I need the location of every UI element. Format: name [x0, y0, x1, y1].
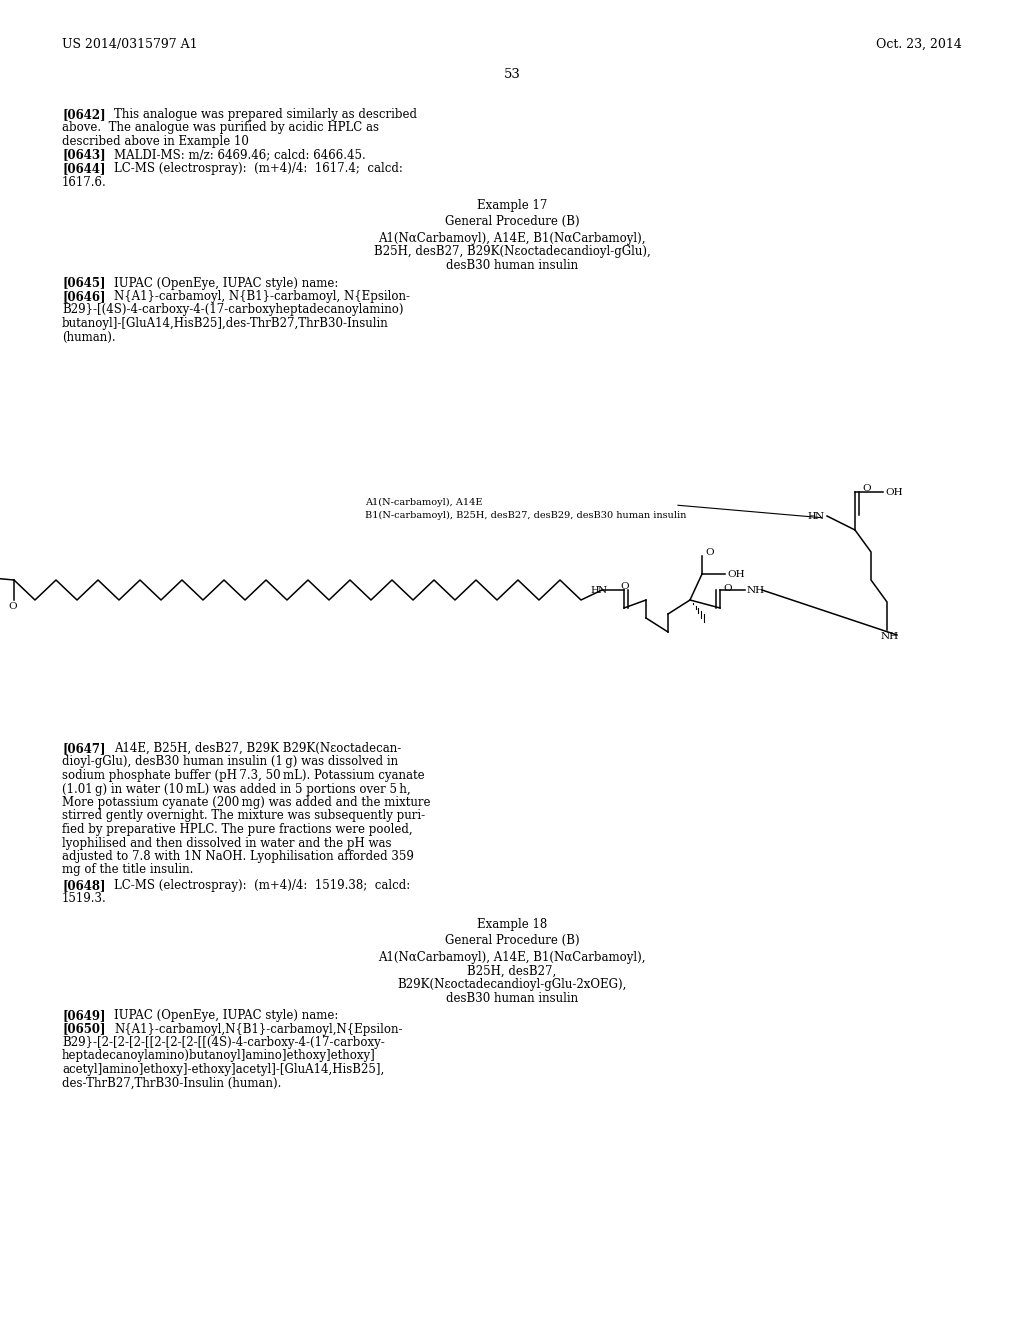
Text: (human).: (human).: [62, 330, 116, 343]
Text: mg of the title insulin.: mg of the title insulin.: [62, 863, 194, 876]
Text: B29}-[(4S)-4-carboxy-4-(17-carboxyheptadecanoylamino): B29}-[(4S)-4-carboxy-4-(17-carboxyheptad…: [62, 304, 403, 317]
Text: Oct. 23, 2014: Oct. 23, 2014: [877, 38, 962, 51]
Text: LC-MS (electrospray):  (m+4)/4:  1519.38;  calcd:: LC-MS (electrospray): (m+4)/4: 1519.38; …: [114, 879, 411, 892]
Text: [0647]: [0647]: [62, 742, 105, 755]
Text: H: H: [807, 512, 816, 521]
Text: Example 17: Example 17: [477, 199, 547, 213]
Text: (1.01 g) in water (10 mL) was added in 5 portions over 5 h,: (1.01 g) in water (10 mL) was added in 5…: [62, 783, 411, 796]
Text: dioyl-gGlu), desB30 human insulin (1 g) was dissolved in: dioyl-gGlu), desB30 human insulin (1 g) …: [62, 755, 398, 768]
Text: adjusted to 7.8 with 1N NaOH. Lyophilisation afforded 359: adjusted to 7.8 with 1N NaOH. Lyophilisa…: [62, 850, 414, 863]
Text: O: O: [862, 484, 870, 492]
Text: A1(NαCarbamoyl), A14E, B1(NαCarbamoyl),: A1(NαCarbamoyl), A14E, B1(NαCarbamoyl),: [378, 232, 646, 246]
Text: [0644]: [0644]: [62, 162, 105, 176]
Text: O: O: [620, 582, 629, 591]
Text: desB30 human insulin: desB30 human insulin: [445, 259, 579, 272]
Text: B25H, desB27,: B25H, desB27,: [467, 965, 557, 978]
Text: desB30 human insulin: desB30 human insulin: [445, 991, 579, 1005]
Text: O: O: [8, 602, 16, 611]
Text: B1(N-carbamoyl), B25H, desB27, desB29, desB30 human insulin: B1(N-carbamoyl), B25H, desB27, desB29, d…: [365, 511, 686, 520]
Text: US 2014/0315797 A1: US 2014/0315797 A1: [62, 38, 198, 51]
Text: sodium phosphate buffer (pH 7.3, 50 mL). Potassium cyanate: sodium phosphate buffer (pH 7.3, 50 mL).…: [62, 770, 425, 781]
Text: [0648]: [0648]: [62, 879, 105, 892]
Text: 1617.6.: 1617.6.: [62, 176, 106, 189]
Text: 53: 53: [504, 69, 520, 81]
Text: [0649]: [0649]: [62, 1008, 105, 1022]
Text: A1(N-carbamoyl), A14E: A1(N-carbamoyl), A14E: [365, 498, 482, 507]
Text: described above in Example 10: described above in Example 10: [62, 135, 249, 148]
Text: N{A1}-carbamoyl, N{B1}-carbamoyl, N{Epsilon-: N{A1}-carbamoyl, N{B1}-carbamoyl, N{Epsi…: [114, 290, 410, 304]
Text: [0643]: [0643]: [62, 149, 105, 161]
Text: lyophilised and then dissolved in water and the pH was: lyophilised and then dissolved in water …: [62, 837, 391, 850]
Text: NH: NH: [746, 586, 765, 595]
Text: A1(NαCarbamoyl), A14E, B1(NαCarbamoyl),: A1(NαCarbamoyl), A14E, B1(NαCarbamoyl),: [378, 950, 646, 964]
Text: General Procedure (B): General Procedure (B): [444, 933, 580, 946]
Text: More potassium cyanate (200 mg) was added and the mixture: More potassium cyanate (200 mg) was adde…: [62, 796, 430, 809]
Text: IUPAC (OpenEye, IUPAC style) name:: IUPAC (OpenEye, IUPAC style) name:: [114, 1008, 338, 1022]
Text: LC-MS (electrospray):  (m+4)/4:  1617.4;  calcd:: LC-MS (electrospray): (m+4)/4: 1617.4; c…: [114, 162, 402, 176]
Text: above.  The analogue was purified by acidic HPLC as: above. The analogue was purified by acid…: [62, 121, 379, 135]
Text: [0645]: [0645]: [62, 276, 105, 289]
Text: MALDI-MS: m/z: 6469.46; calcd: 6466.45.: MALDI-MS: m/z: 6469.46; calcd: 6466.45.: [114, 149, 366, 161]
Text: [0646]: [0646]: [62, 290, 105, 304]
Text: IUPAC (OpenEye, IUPAC style) name:: IUPAC (OpenEye, IUPAC style) name:: [114, 276, 338, 289]
Text: stirred gently overnight. The mixture was subsequently puri-: stirred gently overnight. The mixture wa…: [62, 809, 425, 822]
Text: O: O: [705, 548, 714, 557]
Text: This analogue was prepared similarly as described: This analogue was prepared similarly as …: [114, 108, 417, 121]
Text: [0642]: [0642]: [62, 108, 105, 121]
Text: 1519.3.: 1519.3.: [62, 892, 106, 906]
Text: General Procedure (B): General Procedure (B): [444, 214, 580, 227]
Text: heptadecanoylamino)butanoyl]amino]ethoxy]ethoxy]: heptadecanoylamino)butanoyl]amino]ethoxy…: [62, 1049, 376, 1063]
Text: OH: OH: [885, 488, 902, 498]
Text: H: H: [590, 586, 599, 595]
Text: OH: OH: [727, 570, 744, 579]
Text: [0650]: [0650]: [62, 1023, 105, 1035]
Text: des-ThrB27,ThrB30-Insulin (human).: des-ThrB27,ThrB30-Insulin (human).: [62, 1077, 282, 1089]
Text: N{A1}-carbamoyl,N{B1}-carbamoyl,N{Epsilon-: N{A1}-carbamoyl,N{B1}-carbamoyl,N{Epsilo…: [114, 1023, 402, 1035]
Text: fied by preparative HPLC. The pure fractions were pooled,: fied by preparative HPLC. The pure fract…: [62, 822, 413, 836]
Text: O: O: [723, 583, 731, 593]
Text: N: N: [598, 586, 607, 595]
Text: Example 18: Example 18: [477, 917, 547, 931]
Text: acetyl]amino]ethoxy]-ethoxy]acetyl]-[GluA14,HisB25],: acetyl]amino]ethoxy]-ethoxy]acetyl]-[Glu…: [62, 1063, 384, 1076]
Text: butanoyl]-[GluA14,HisB25],des-ThrB27,ThrB30-Insulin: butanoyl]-[GluA14,HisB25],des-ThrB27,Thr…: [62, 317, 389, 330]
Text: N: N: [815, 512, 824, 521]
Text: NH: NH: [881, 632, 899, 642]
Text: B25H, desB27, B29K(Nεoctadecandioyl-gGlu),: B25H, desB27, B29K(Nεoctadecandioyl-gGlu…: [374, 246, 650, 259]
Text: B29}-[2-[2-[2-[[2-[2-[2-[[(4S)-4-carboxy-4-(17-carboxy-: B29}-[2-[2-[2-[[2-[2-[2-[[(4S)-4-carboxy…: [62, 1036, 385, 1049]
Text: B29K(Nεoctadecandioyl-gGlu-2xOEG),: B29K(Nεoctadecandioyl-gGlu-2xOEG),: [397, 978, 627, 991]
Text: A14E, B25H, desB27, B29K B29K(Nεoctadecan-: A14E, B25H, desB27, B29K B29K(Nεoctadeca…: [114, 742, 401, 755]
